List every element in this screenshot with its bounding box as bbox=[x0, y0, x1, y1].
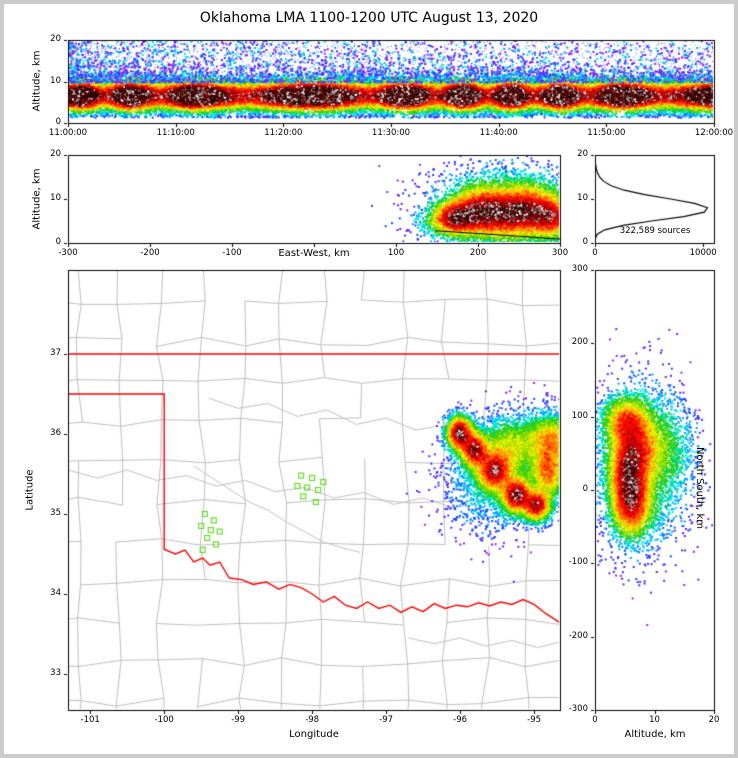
east-west-ylabel: Altitude, km bbox=[31, 168, 43, 230]
east-west-ytick-label: 20 bbox=[50, 149, 61, 160]
east-west-ytick-label: 0 bbox=[55, 237, 61, 248]
histogram-ytick-label: 10 bbox=[577, 193, 588, 204]
east-west-ytick-label: 10 bbox=[50, 193, 61, 204]
plan-view-ytick-label: 35 bbox=[50, 508, 61, 519]
plan-view-panel bbox=[68, 270, 560, 710]
east-west-xlabel: East-West, km bbox=[278, 248, 350, 259]
ns-ylabel: North South, km bbox=[693, 446, 705, 530]
histogram-ytick-label: 20 bbox=[577, 149, 588, 160]
time-height-xtick-label: 12:00:00 bbox=[694, 128, 734, 138]
plan-view-xtick-label: -100 bbox=[154, 715, 174, 725]
time-height-xtick-label: 11:50:00 bbox=[587, 128, 626, 138]
source-count-annotation: 322,589 sources bbox=[619, 226, 691, 236]
plan-view-ytick-label: 36 bbox=[50, 428, 61, 439]
north-south-xtick-label: 10 bbox=[649, 715, 660, 725]
time-height-xtick-label: 11:10:00 bbox=[156, 128, 195, 138]
plan-view-xtick-label: -97 bbox=[379, 715, 394, 725]
plan-view-xtick-label: -95 bbox=[527, 715, 542, 725]
east-west-xtick-label: -200 bbox=[140, 248, 160, 258]
east-west-panel bbox=[68, 155, 560, 243]
east-west-xtick-label: 100 bbox=[387, 248, 405, 258]
north-south-ytick-label: -300 bbox=[568, 704, 588, 715]
time-height-ytick-label: 10 bbox=[50, 75, 61, 86]
time-height-xtick-label: 11:00:00 bbox=[48, 128, 88, 138]
time-height-ytick-label: 20 bbox=[50, 34, 61, 45]
east-west-xtick-label: -100 bbox=[222, 248, 242, 258]
plan-view-xtick-label: -101 bbox=[80, 715, 100, 725]
histogram-xtick-label: 10000 bbox=[689, 248, 717, 258]
time-height-xtick-label: 11:30:00 bbox=[371, 128, 411, 138]
north-south-ytick-label: 300 bbox=[571, 264, 588, 275]
map-xlabel: Longitude bbox=[289, 729, 339, 740]
east-west-xtick-label: -300 bbox=[58, 248, 78, 258]
north-south-xtick-label: 0 bbox=[592, 715, 598, 725]
time-height-xtick-label: 11:20:00 bbox=[264, 128, 303, 138]
north-south-ytick-label: -100 bbox=[568, 557, 588, 568]
plan-view-xtick-label: -98 bbox=[305, 715, 320, 725]
histogram-xtick-label: 0 bbox=[592, 248, 598, 258]
plan-view-xtick-label: -99 bbox=[231, 715, 246, 725]
north-south-xtick-label: 20 bbox=[708, 715, 720, 725]
north-south-ytick-label: 100 bbox=[571, 410, 588, 421]
time-height-ytick-label: 0 bbox=[55, 117, 61, 128]
plan-view-ytick-label: 34 bbox=[50, 588, 61, 599]
plan-view-xtick-label: -96 bbox=[453, 715, 468, 725]
east-west-xtick-label: 300 bbox=[551, 248, 569, 258]
time-height-panel bbox=[68, 40, 714, 123]
plan-view-ytick-label: 37 bbox=[50, 348, 61, 359]
north-south-ytick-label: 0 bbox=[582, 484, 588, 495]
north-south-ytick-label: -200 bbox=[568, 630, 588, 641]
ns-xlabel: Altitude, km bbox=[624, 729, 686, 740]
figure-title: Oklahoma LMA 1100-1200 UTC August 13, 20… bbox=[199, 10, 539, 26]
map-ylabel: Latitude bbox=[24, 469, 36, 511]
plan-view-ytick-label: 33 bbox=[50, 668, 61, 679]
time-height-ylabel: Altitude, km bbox=[31, 50, 43, 112]
histogram-ytick-label: 0 bbox=[582, 237, 588, 248]
north-south-ytick-label: 200 bbox=[571, 337, 588, 348]
east-west-xtick-label: 200 bbox=[469, 248, 487, 258]
time-height-xtick-label: 11:40:00 bbox=[479, 128, 518, 138]
